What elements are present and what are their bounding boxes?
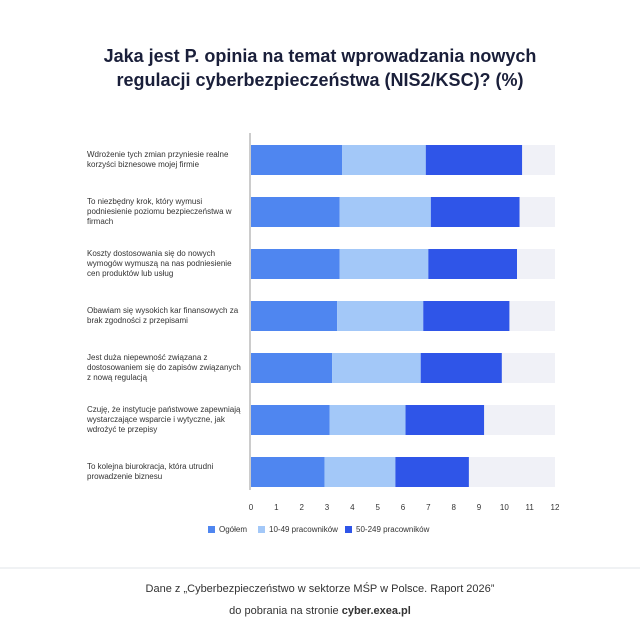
bar — [425, 145, 523, 175]
x-tick-label: 6 — [401, 503, 406, 512]
footer-download: do pobrania na stronie cyber.exea.pl — [0, 605, 640, 617]
bar — [251, 353, 333, 383]
category-label: Obawiam się wysokich kar finansowych za … — [87, 306, 239, 325]
category-label: To niezbędny krok, który wymusi podniesi… — [87, 197, 232, 226]
bar — [405, 405, 485, 435]
x-tick-label: 7 — [426, 503, 431, 512]
x-tick-label: 9 — [477, 503, 482, 512]
legend-label: 10-49 pracowników — [269, 525, 338, 534]
category-label: Koszty dostosowania się do nowych wymogó… — [87, 249, 232, 278]
legend-swatch — [258, 526, 265, 533]
bar — [430, 197, 520, 227]
bar — [251, 249, 340, 279]
legend-swatch — [208, 526, 215, 533]
legend-swatch — [345, 526, 352, 533]
bar — [339, 197, 431, 227]
x-tick-label: 11 — [526, 503, 535, 512]
legend-label: Ogółem — [219, 525, 247, 534]
x-tick-label: 5 — [375, 503, 380, 512]
x-tick-label: 10 — [500, 503, 509, 512]
bar — [337, 301, 424, 331]
category-label: Wdrożenie tych zmian przyniesie realne k… — [87, 150, 229, 169]
bar — [428, 249, 517, 279]
footer-link[interactable]: cyber.exea.pl — [341, 605, 411, 617]
x-tick-label: 4 — [350, 503, 355, 512]
category-label: To kolejna biurokracja, która utrudni pr… — [87, 462, 214, 481]
bar — [342, 145, 426, 175]
bar — [251, 405, 330, 435]
bar — [395, 457, 469, 487]
x-tick-label: 12 — [551, 503, 560, 512]
bar — [332, 353, 421, 383]
legend-label: 50-249 pracowników — [356, 525, 430, 534]
bar — [423, 301, 510, 331]
bar — [251, 301, 338, 331]
bar — [339, 249, 429, 279]
bar — [329, 405, 406, 435]
x-tick-label: 0 — [249, 503, 254, 512]
x-tick-label: 1 — [274, 503, 279, 512]
bar — [420, 353, 502, 383]
bar — [324, 457, 396, 487]
category-label: Czuję, że instytucje państwowe zapewniaj… — [87, 405, 241, 434]
bar — [251, 145, 343, 175]
footer-source: Dane z „Cyberbezpieczeństwo w sektorze M… — [145, 583, 495, 595]
x-tick-label: 8 — [451, 503, 456, 512]
footer-text: do pobrania na stronie — [229, 605, 339, 617]
category-label: Jest duża niepewność związana z dostosow… — [87, 353, 241, 382]
x-tick-label: 2 — [299, 503, 304, 512]
x-tick-label: 3 — [325, 503, 330, 512]
chart-title: Jaka jest P. opinia na temat wprowadzani… — [103, 46, 537, 90]
bar — [251, 457, 325, 487]
bar — [251, 197, 340, 227]
